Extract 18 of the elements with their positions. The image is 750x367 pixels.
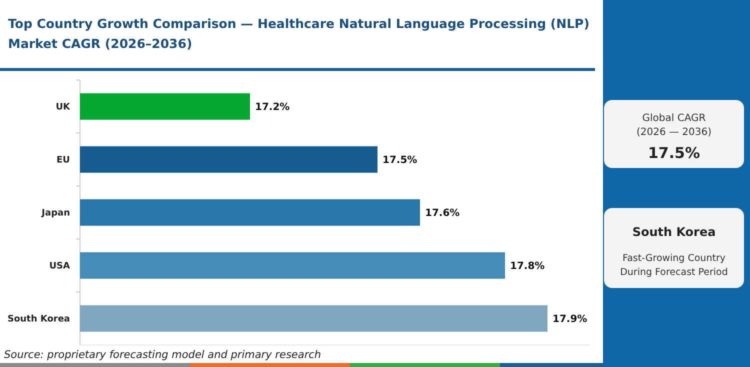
chart-title: Top Country Growth Comparison — Healthcare Natural Language Processing (NLP) Market CAGR (2026–2036) <box>8 16 590 51</box>
text: During Forecast Period <box>620 267 728 278</box>
text: Global CAGR <box>642 113 706 124</box>
y-tick-label: Japan <box>40 208 70 219</box>
text: Fast-Growing Country <box>622 253 726 264</box>
data-label: 17.6% <box>425 208 460 219</box>
y-tick-label: South Korea <box>7 314 70 325</box>
data-label: 17.5% <box>382 155 418 166</box>
data-label: 17.8% <box>510 261 545 272</box>
source-note: Source: proprietary forecasting model and primary research <box>4 349 322 361</box>
y-tick-label: USA <box>49 262 70 272</box>
data-label: 17.9% <box>552 314 588 325</box>
y-tick-label: UK <box>56 102 72 113</box>
text: (2026 — 2036) <box>636 127 712 138</box>
text: South Korea <box>632 225 716 239</box>
text: 17.5% <box>648 144 700 162</box>
y-tick-label: EU <box>56 156 70 166</box>
data-label: 17.2% <box>255 102 290 113</box>
